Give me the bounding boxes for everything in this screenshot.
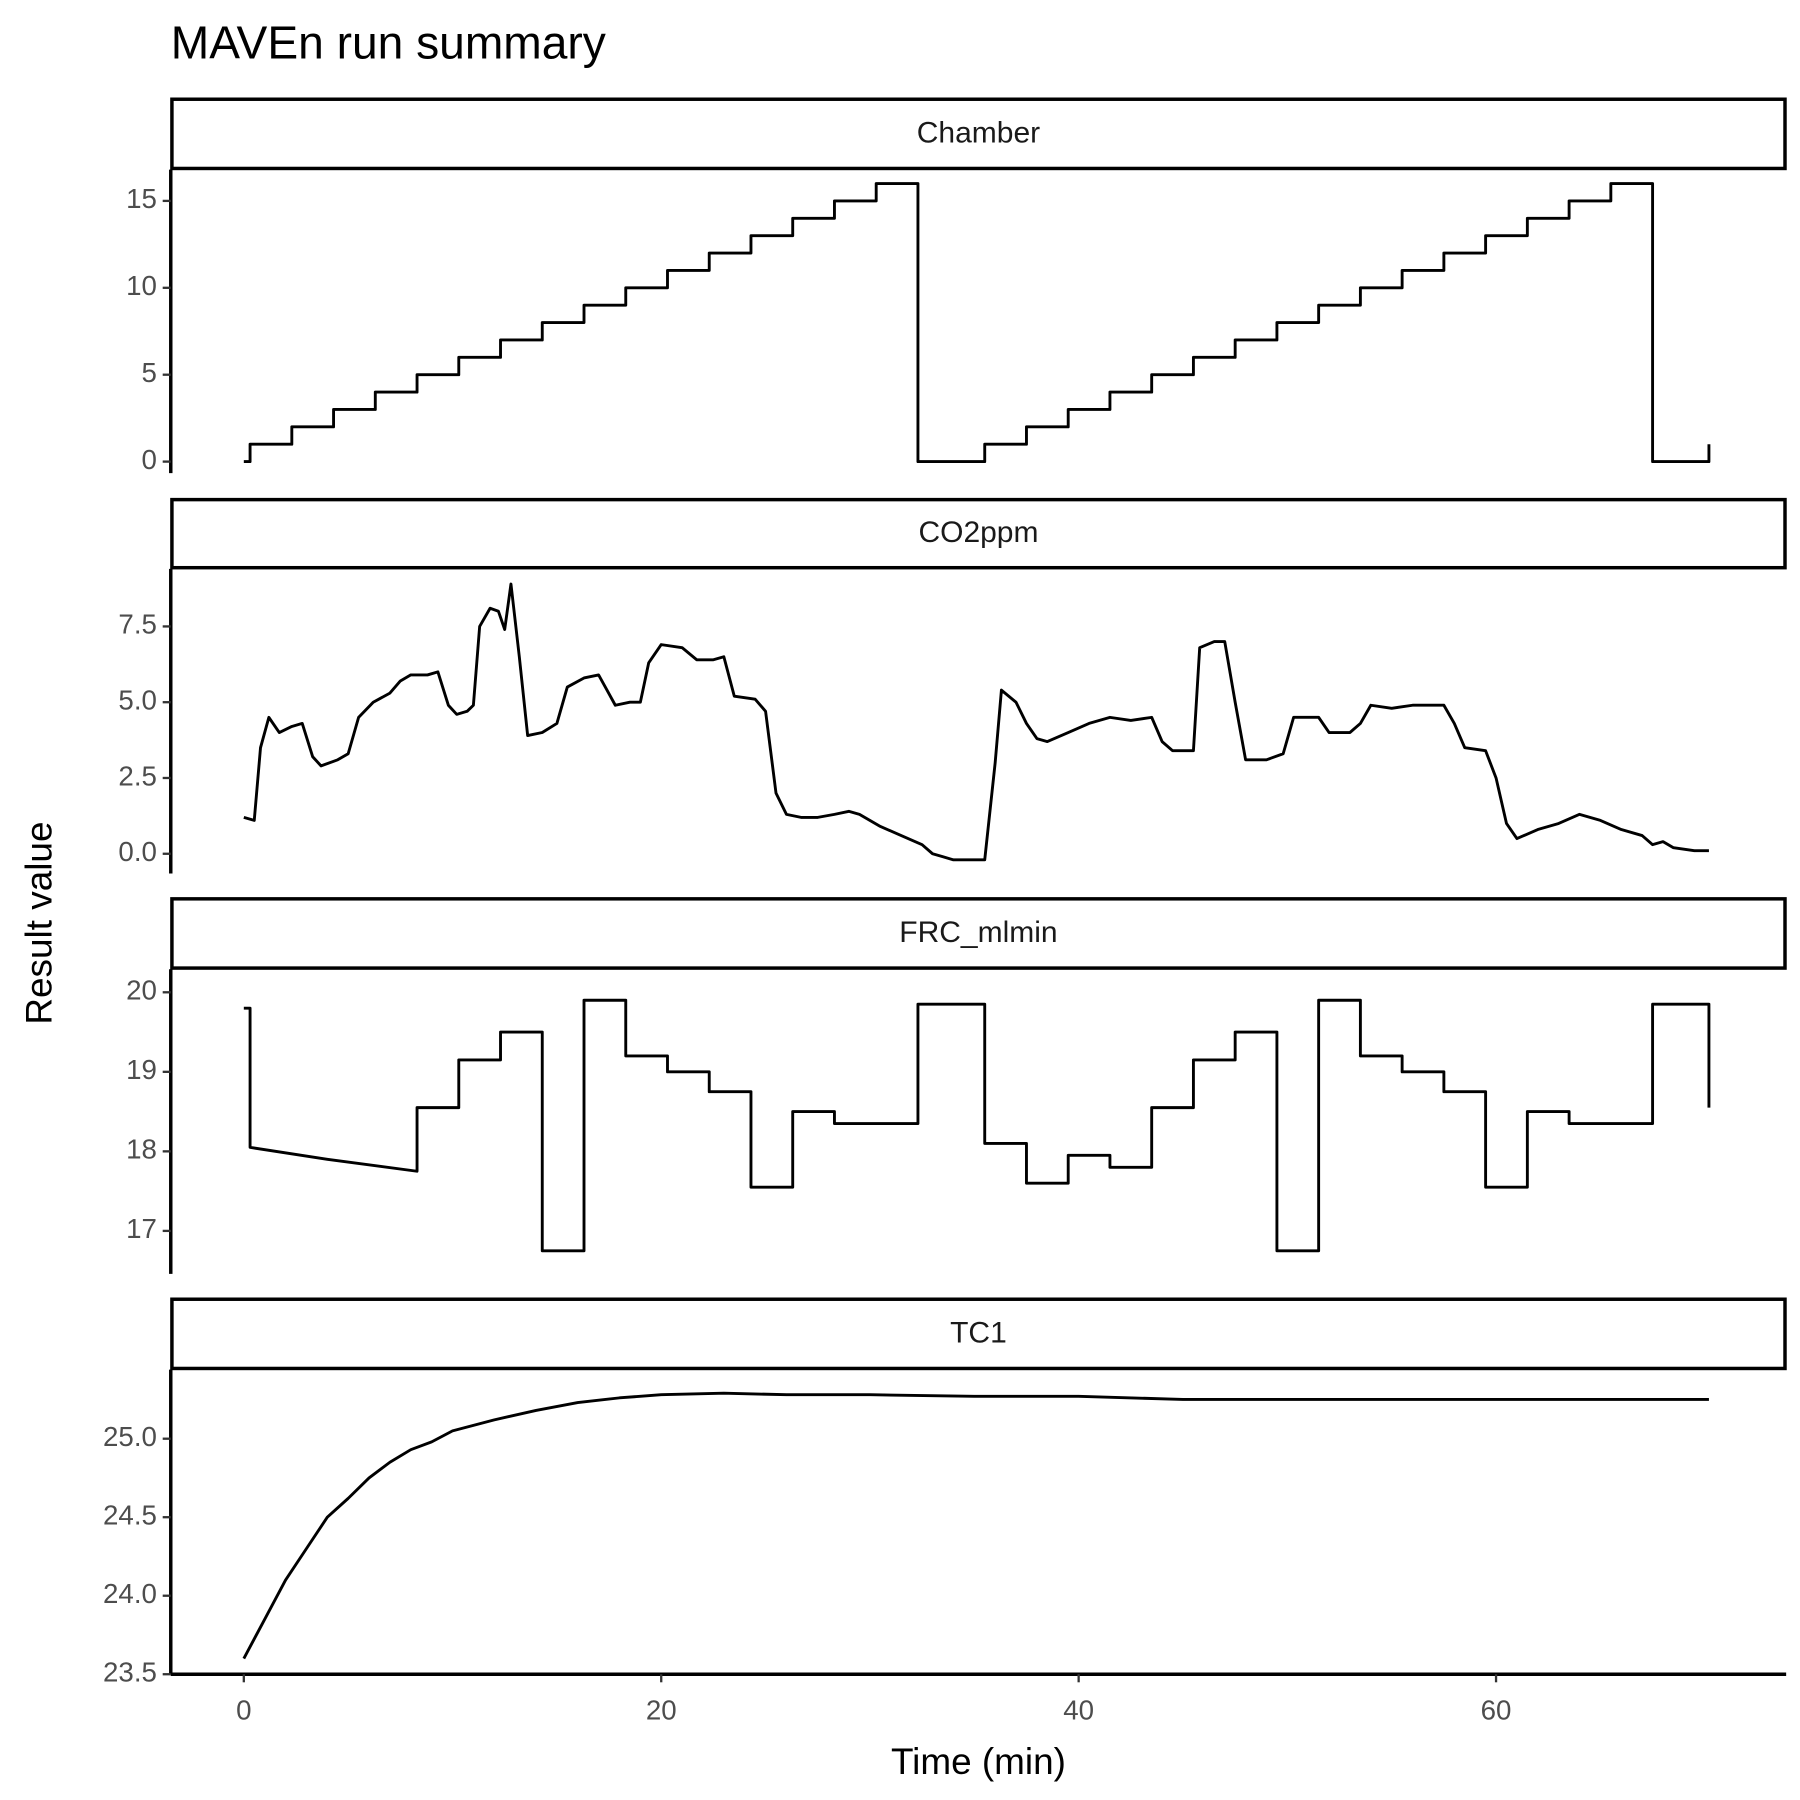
y-tick-label: 0 (142, 444, 157, 475)
y-tick-label: 25.0 (103, 1421, 157, 1452)
y-tick-label: 17 (126, 1213, 157, 1244)
x-axis-title: Time (min) (891, 1741, 1066, 1782)
facet-strip (170, 97, 1787, 171)
y-tick-label: 0.0 (118, 836, 157, 867)
data-line (243, 182, 1711, 464)
y-tick-label: 20 (126, 975, 157, 1006)
facet-label: CO2ppm (918, 516, 1038, 549)
facet-strip (170, 497, 1787, 570)
y-tick-label: 10 (126, 270, 157, 301)
y-tick-label: 24.5 (103, 1500, 157, 1531)
x-tick-label: 60 (1481, 1695, 1512, 1726)
x-tick-label: 0 (236, 1695, 251, 1726)
x-tick-label: 40 (1063, 1695, 1094, 1726)
facet-strip (170, 897, 1787, 970)
x-tick-label: 20 (646, 1695, 677, 1726)
y-tick-label: 7.5 (118, 609, 157, 640)
y-tick-label: 24.0 (103, 1578, 157, 1609)
y-tick-label: 23.5 (103, 1657, 157, 1688)
y-tick-label: 18 (126, 1134, 157, 1165)
data-line (243, 582, 1709, 862)
facet-label: FRC_mlmin (899, 916, 1057, 949)
facet-strip (170, 1297, 1787, 1371)
facet-label: Chamber (917, 116, 1040, 149)
y-axis-title: Result value (18, 822, 59, 1025)
y-tick-label: 5 (142, 357, 157, 388)
data-line (242, 1391, 1709, 1660)
y-tick-label: 19 (126, 1054, 157, 1085)
y-tick-label: 5.0 (118, 685, 157, 716)
facet-label: TC1 (950, 1316, 1007, 1349)
y-tick-label: 15 (126, 183, 157, 214)
chart-title: MAVEn run summary (171, 16, 606, 68)
data-line (243, 998, 1711, 1253)
y-tick-label: 2.5 (118, 760, 157, 791)
